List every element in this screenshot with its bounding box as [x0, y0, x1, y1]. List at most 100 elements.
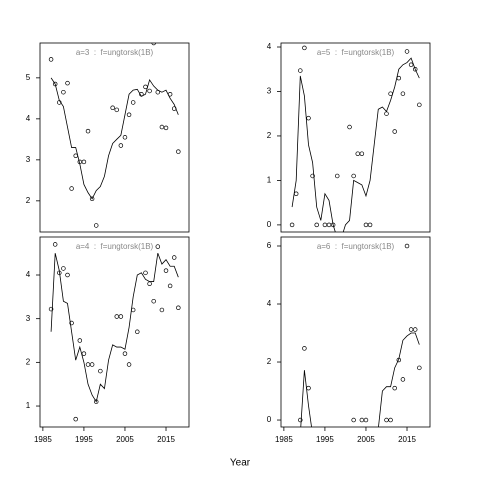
- point: [151, 298, 156, 304]
- point: [167, 283, 173, 289]
- point: [61, 89, 66, 95]
- panel-title: a=6 : f=ungtorsk(1B): [317, 242, 395, 251]
- point: [73, 416, 78, 422]
- point: [359, 151, 365, 156]
- point: [388, 417, 393, 423]
- point: [52, 242, 58, 247]
- fit-line: [291, 57, 420, 232]
- point: [163, 268, 169, 273]
- point: [155, 89, 161, 95]
- point: [302, 45, 307, 51]
- point: [388, 91, 393, 96]
- panel: a=3 : f=ungtorsk(1B) 2 3 4 5: [26, 42, 190, 233]
- y-tick-label: 0: [267, 415, 272, 424]
- point: [118, 143, 124, 148]
- point: [417, 365, 422, 371]
- point: [65, 80, 70, 86]
- point: [392, 385, 397, 391]
- fit-line: [50, 77, 179, 200]
- y-tick-label: 2: [26, 196, 31, 205]
- point: [298, 417, 303, 423]
- y-tick-label: 1: [267, 176, 272, 185]
- point: [159, 124, 165, 130]
- point: [130, 100, 136, 105]
- y-tick-label: 4: [267, 299, 272, 308]
- point: [81, 159, 87, 165]
- point: [61, 266, 66, 271]
- point: [118, 314, 124, 319]
- x-tick-label: 1995: [316, 435, 334, 444]
- point: [114, 314, 120, 319]
- x-tick-label: 2005: [357, 435, 375, 444]
- point: [69, 320, 74, 326]
- x-tick-label: 1985: [34, 435, 52, 444]
- panel-frame: [280, 42, 431, 233]
- x-tick-label: 2015: [157, 435, 175, 444]
- point: [400, 91, 406, 96]
- point: [155, 244, 161, 249]
- plot-area: [48, 43, 181, 228]
- point: [330, 222, 336, 228]
- x-axis-label: Year: [230, 458, 251, 469]
- y-tick-label: 3: [26, 155, 31, 164]
- point: [69, 186, 74, 191]
- fit-line: [50, 253, 179, 403]
- point: [306, 115, 311, 121]
- point: [126, 362, 132, 367]
- point: [93, 223, 99, 228]
- point: [126, 112, 132, 117]
- point: [85, 128, 91, 134]
- point: [110, 105, 115, 111]
- point: [143, 270, 148, 276]
- y-tick-label: 3: [267, 87, 272, 96]
- point: [176, 149, 181, 154]
- point: [359, 417, 365, 423]
- point: [73, 153, 78, 158]
- panel-title: a=5 : f=ungtorsk(1B): [317, 48, 395, 57]
- point: [143, 84, 148, 90]
- point: [396, 357, 402, 363]
- point: [89, 362, 95, 367]
- point: [351, 173, 356, 179]
- x-tick-label: 2005: [116, 435, 134, 444]
- y-tick-label: 6: [267, 241, 272, 250]
- y-tick-label: 5: [26, 73, 31, 82]
- point: [289, 222, 295, 228]
- point: [408, 62, 414, 68]
- y-tick-label: 3: [26, 314, 31, 323]
- point: [417, 102, 422, 108]
- point: [122, 135, 128, 140]
- point: [404, 243, 410, 249]
- point: [77, 338, 83, 343]
- point: [363, 417, 369, 423]
- point: [89, 196, 95, 202]
- panel-frame: [39, 42, 190, 233]
- x-tick-label: 1985: [275, 435, 293, 444]
- y-tick-label: 0: [267, 220, 272, 229]
- point: [310, 173, 315, 179]
- point: [98, 368, 103, 374]
- point: [306, 385, 311, 391]
- point: [412, 327, 418, 332]
- point: [176, 305, 181, 311]
- point: [135, 329, 140, 335]
- point: [384, 111, 389, 116]
- point: [392, 129, 397, 134]
- point: [355, 151, 361, 156]
- point: [326, 222, 332, 228]
- point: [85, 362, 91, 367]
- panel-frame: [280, 236, 431, 428]
- point: [314, 222, 319, 228]
- plot-area: [48, 242, 181, 422]
- x-tick-label: 2015: [398, 435, 416, 444]
- point: [114, 107, 120, 113]
- y-tick-label: 4: [26, 270, 31, 279]
- point: [130, 307, 136, 313]
- point: [363, 222, 369, 228]
- panel: a=4 : f=ungtorsk(1B) 1 2 3 4 1985 1995 2005 2015: [26, 236, 190, 444]
- point: [347, 124, 352, 130]
- point: [384, 417, 389, 423]
- point: [159, 307, 165, 313]
- y-tick-label: 2: [267, 131, 272, 140]
